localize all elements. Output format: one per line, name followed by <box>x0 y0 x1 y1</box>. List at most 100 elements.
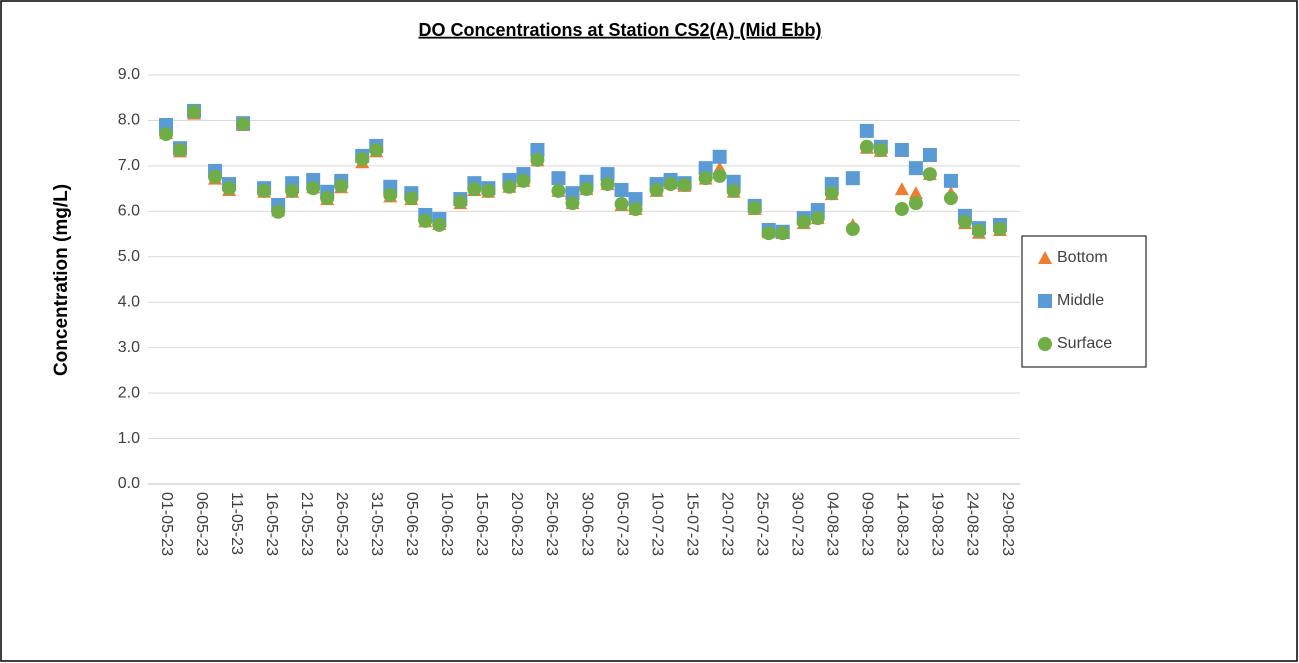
y-tick-label: 9.0 <box>118 66 140 83</box>
point <box>222 181 237 196</box>
point <box>187 104 202 119</box>
point <box>418 213 433 228</box>
point <box>467 182 482 197</box>
point <box>943 173 958 188</box>
point <box>516 173 531 188</box>
point <box>859 139 874 154</box>
x-tick-label: 14-08-23 <box>894 492 911 556</box>
y-tick-label: 7.0 <box>118 157 140 174</box>
point <box>894 182 909 196</box>
legend-marker <box>1038 337 1052 351</box>
point <box>271 204 286 219</box>
point <box>383 187 398 202</box>
point <box>320 191 335 206</box>
point <box>922 147 937 162</box>
point <box>922 167 937 182</box>
x-tick-label: 20-06-23 <box>508 492 525 556</box>
x-tick-label: 11-05-23 <box>228 492 245 555</box>
x-tick-label: 06-05-23 <box>193 492 210 556</box>
point <box>761 226 776 241</box>
legend-marker <box>1038 251 1052 264</box>
point <box>712 149 727 164</box>
x-tick-label: 15-06-23 <box>473 492 490 556</box>
point <box>306 181 321 196</box>
x-tick-label: 30-06-23 <box>578 492 595 556</box>
point <box>173 142 188 157</box>
x-tick-label: 31-05-23 <box>368 492 385 556</box>
point <box>236 117 251 132</box>
point <box>355 152 370 167</box>
point <box>663 177 678 192</box>
y-tick-label: 8.0 <box>118 112 140 129</box>
x-tick-label: 25-07-23 <box>753 492 770 556</box>
y-tick-label: 5.0 <box>118 248 140 265</box>
point <box>726 183 741 198</box>
x-tick-label: 19-08-23 <box>929 492 946 556</box>
point <box>796 214 811 229</box>
point <box>614 197 629 212</box>
point <box>845 171 860 186</box>
point <box>404 191 419 206</box>
point <box>649 182 664 197</box>
point <box>579 182 594 197</box>
x-tick-label: 01-05-23 <box>158 492 175 556</box>
x-tick-label: 10-06-23 <box>438 492 455 556</box>
point <box>894 202 909 217</box>
legend-marker <box>1038 294 1052 308</box>
x-tick-label: 10-07-23 <box>648 492 665 556</box>
point <box>453 194 468 209</box>
x-tick-label: 15-07-23 <box>683 492 700 556</box>
point <box>908 161 923 176</box>
y-tick-label: 0.0 <box>118 475 140 492</box>
x-tick-label: 26-05-23 <box>333 492 350 556</box>
point <box>369 142 384 157</box>
point <box>712 168 727 183</box>
point <box>957 214 972 229</box>
point <box>551 183 566 198</box>
point <box>334 178 349 193</box>
x-tick-label: 05-07-23 <box>613 492 630 556</box>
point <box>677 177 692 192</box>
point <box>481 183 496 198</box>
point <box>971 223 986 238</box>
point <box>565 186 580 201</box>
point <box>614 182 629 197</box>
x-tick-label: 21-05-23 <box>298 492 315 556</box>
point <box>698 171 713 186</box>
y-tick-label: 3.0 <box>118 339 140 356</box>
point <box>908 186 923 200</box>
x-tick-label: 20-07-23 <box>718 492 735 556</box>
x-tick-label: 09-08-23 <box>859 492 876 556</box>
x-tick-label: 04-08-23 <box>824 492 841 556</box>
point <box>894 142 909 157</box>
point <box>600 167 615 182</box>
point <box>432 217 447 232</box>
x-tick-label: 29-08-23 <box>999 492 1016 556</box>
legend-label: Surface <box>1057 335 1112 352</box>
point <box>845 222 860 237</box>
x-tick-label: 16-05-23 <box>263 492 280 556</box>
point <box>908 196 923 211</box>
y-tick-label: 1.0 <box>118 430 140 447</box>
point <box>698 161 713 176</box>
point <box>565 196 580 211</box>
point <box>628 192 643 207</box>
legend-label: Middle <box>1057 292 1104 309</box>
point <box>530 152 545 167</box>
point <box>824 186 839 201</box>
x-tick-label: 24-08-23 <box>964 492 981 556</box>
legend-label: Bottom <box>1057 249 1108 266</box>
point <box>551 171 566 186</box>
point <box>628 202 643 217</box>
x-tick-label: 25-06-23 <box>543 492 560 556</box>
point <box>208 169 223 184</box>
point <box>285 183 300 198</box>
point <box>810 211 825 226</box>
point <box>859 123 874 138</box>
point <box>992 222 1007 237</box>
point <box>873 142 888 157</box>
point <box>775 226 790 241</box>
y-tick-label: 6.0 <box>118 203 140 220</box>
y-tick-label: 2.0 <box>118 384 140 401</box>
